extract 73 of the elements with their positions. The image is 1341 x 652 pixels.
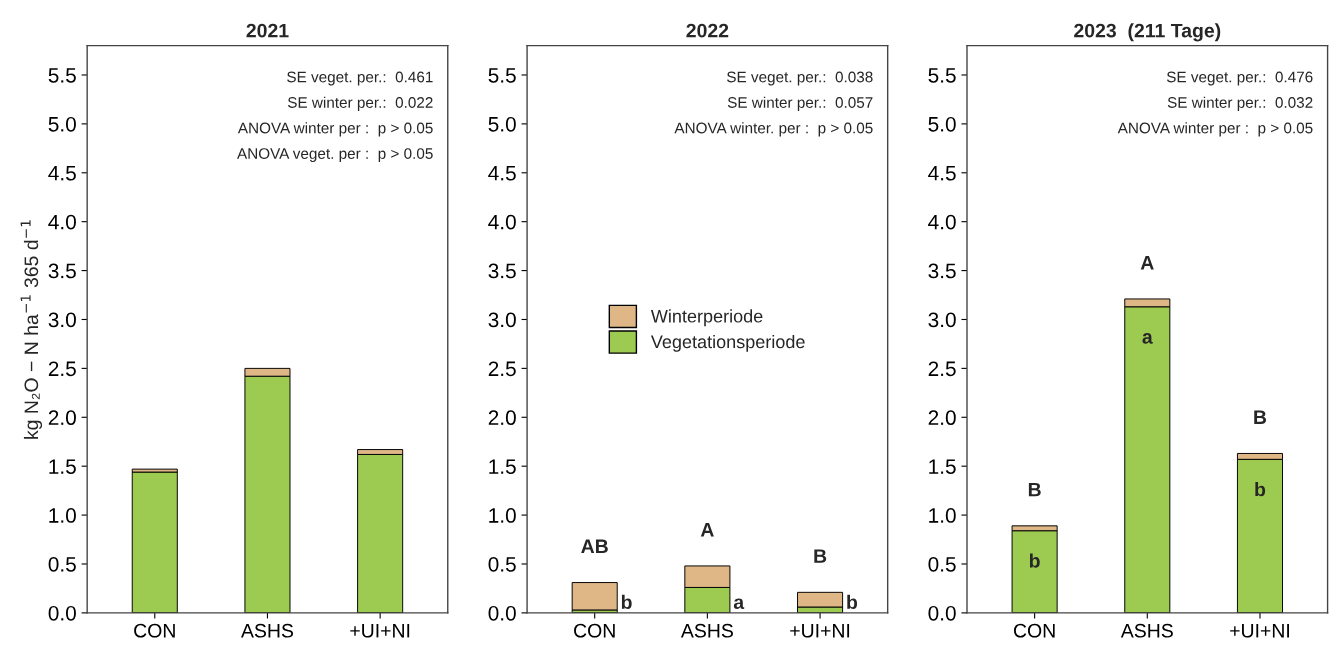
y-tick-label: 4.5 bbox=[928, 166, 956, 181]
y-tick-label: 3.0 bbox=[928, 312, 956, 328]
y-tick-label: 2.5 bbox=[488, 361, 516, 377]
x-tick-label: CON bbox=[1013, 623, 1055, 638]
annotation: ANOVA winter per : p > 0.05 bbox=[237, 122, 433, 137]
annotation: B bbox=[814, 549, 827, 563]
y-tick-label: 0.5 bbox=[488, 556, 516, 572]
x-tick-label: ASHS bbox=[1120, 623, 1173, 638]
y-tick-label: 0.0 bbox=[488, 605, 516, 621]
chart-title: 2021 bbox=[246, 23, 289, 38]
y-tick-label: 0.5 bbox=[928, 556, 956, 572]
y-tick-label: 1.5 bbox=[929, 459, 956, 474]
y-tick-label: 2.0 bbox=[488, 410, 516, 426]
annotation: ANOVA veget. per : p > 0.05 bbox=[237, 148, 433, 162]
annotation: SE winter per.: 0.022 bbox=[287, 96, 433, 111]
annotation: A bbox=[1140, 256, 1154, 270]
y-tick-label: 1.0 bbox=[489, 508, 516, 523]
annotation: SE veget. per.: 0.476 bbox=[1166, 71, 1313, 86]
y-tick-label: 3.5 bbox=[488, 263, 516, 279]
y-tick-label: 1.5 bbox=[489, 459, 516, 474]
y-tick-label: 4.0 bbox=[48, 214, 76, 230]
annotation: B bbox=[1028, 482, 1041, 497]
annotation: b bbox=[847, 594, 858, 610]
y-tick-label: 4.5 bbox=[488, 166, 516, 181]
y-tick-label: 4.5 bbox=[48, 166, 76, 181]
x-tick-label: +UI+NI bbox=[1230, 624, 1289, 638]
annotation: ANOVA winter. per : p > 0.05 bbox=[674, 122, 873, 137]
annotation: B bbox=[1254, 410, 1267, 424]
x-tick-label: ASHS bbox=[241, 623, 294, 638]
x-tick-label: +UI+NI bbox=[350, 624, 410, 638]
annotation: b bbox=[1255, 482, 1266, 497]
y-axis-title: kg N₂O − N ha$^{−1}$ 365 d$^{−1}$ bbox=[20, 220, 43, 439]
y-tick-label: 3.0 bbox=[488, 312, 516, 328]
y-tick-label: 4.0 bbox=[928, 214, 956, 230]
annotation: A bbox=[700, 523, 714, 537]
y-tick-label: 5.0 bbox=[488, 116, 516, 132]
y-tick-label: 5.5 bbox=[48, 68, 76, 83]
y-tick-label: 4.0 bbox=[488, 214, 516, 230]
annotation: SE winter per.: 0.032 bbox=[1167, 96, 1313, 111]
y-tick-label: 2.0 bbox=[48, 410, 76, 426]
y-tick-label: 3.5 bbox=[48, 263, 76, 279]
annotation: a bbox=[733, 598, 745, 610]
y-tick-label: 0.0 bbox=[48, 605, 76, 621]
y-tick-label: 0.5 bbox=[48, 556, 76, 572]
annotation: SE winter per.: 0.057 bbox=[727, 96, 873, 111]
annotation: SE veget. per.: 0.038 bbox=[727, 71, 873, 86]
x-tick-label: ASHS bbox=[680, 623, 733, 638]
x-tick-label: CON bbox=[574, 623, 615, 638]
y-tick-label: 0.0 bbox=[928, 605, 956, 621]
annotation: b bbox=[621, 594, 632, 610]
x-tick-label: +UI+NI bbox=[790, 624, 850, 638]
y-tick-label: 1.0 bbox=[49, 508, 76, 523]
y-tick-label: 3.5 bbox=[928, 263, 956, 279]
annotation: SE veget. per.: 0.461 bbox=[287, 71, 433, 86]
annotation: a bbox=[1142, 333, 1153, 344]
annotation: b bbox=[1029, 553, 1040, 568]
y-tick-label: 5.0 bbox=[48, 116, 76, 132]
y-tick-label: 2.5 bbox=[928, 361, 956, 377]
chart-title: 2023 (211 Tage) bbox=[1074, 23, 1221, 42]
y-tick-label: 3.0 bbox=[48, 312, 76, 328]
y-tick-label: 2.5 bbox=[48, 361, 76, 377]
annotation: AB bbox=[581, 539, 608, 553]
y-tick-label: 1.0 bbox=[929, 508, 956, 523]
y-tick-label: 5.5 bbox=[488, 68, 516, 83]
annotation: ANOVA winter per : p > 0.05 bbox=[1117, 122, 1313, 137]
y-tick-label: 2.0 bbox=[928, 410, 956, 426]
y-tick-label: 5.5 bbox=[928, 68, 956, 83]
chart-title: 2022 bbox=[686, 23, 729, 38]
y-tick-label: 1.5 bbox=[49, 459, 76, 474]
y-tick-label: 5.0 bbox=[928, 116, 956, 132]
legend-label: Winterperiode bbox=[650, 309, 763, 327]
legend-label: Vegetationsperiode bbox=[650, 334, 805, 352]
x-tick-label: CON bbox=[134, 623, 175, 638]
